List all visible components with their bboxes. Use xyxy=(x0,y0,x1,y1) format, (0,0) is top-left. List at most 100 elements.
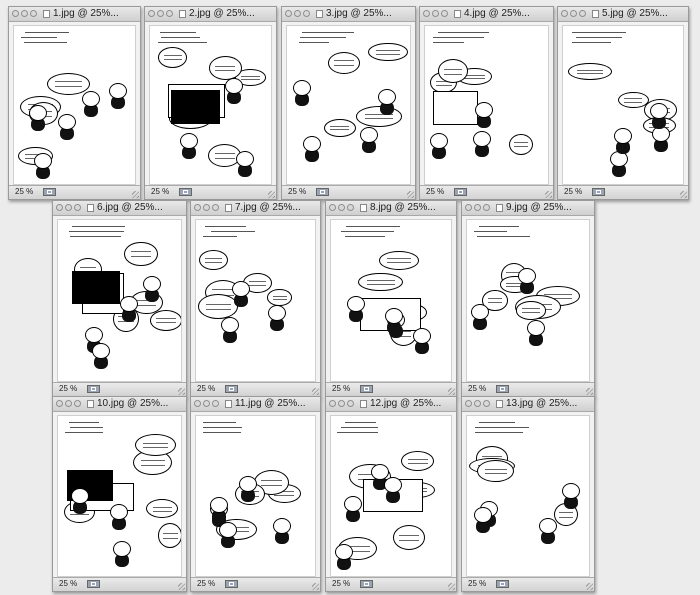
comic-page-10 xyxy=(57,415,182,577)
preview-window-9[interactable]: 9.jpg @ 25%... 25 % xyxy=(461,200,595,397)
close-icon[interactable] xyxy=(56,400,63,407)
close-icon[interactable] xyxy=(285,10,292,17)
zoom-icon[interactable] xyxy=(74,204,81,211)
close-icon[interactable] xyxy=(12,10,19,17)
resize-grip-icon[interactable] xyxy=(586,583,593,590)
speech-bubble xyxy=(356,106,402,127)
close-icon[interactable] xyxy=(148,10,155,17)
image-mode-icon[interactable] xyxy=(454,188,467,196)
preview-window-10[interactable]: 10.jpg @ 25%... 25 % xyxy=(52,396,187,592)
close-icon[interactable] xyxy=(561,10,568,17)
zoom-icon[interactable] xyxy=(166,10,173,17)
minimize-icon[interactable] xyxy=(432,10,439,17)
resize-grip-icon[interactable] xyxy=(268,191,275,198)
resize-grip-icon[interactable] xyxy=(178,583,185,590)
minimize-icon[interactable] xyxy=(338,204,345,211)
zoom-icon[interactable] xyxy=(74,400,81,407)
zoom-icon[interactable] xyxy=(303,10,310,17)
title-bar[interactable]: 10.jpg @ 25%... xyxy=(53,397,186,412)
preview-window-12[interactable]: 12.jpg @ 25%... 25 % xyxy=(325,396,457,592)
image-mode-icon[interactable] xyxy=(360,580,373,588)
speech-bubble xyxy=(149,310,181,331)
title-bar[interactable]: 9.jpg @ 25%... xyxy=(462,201,594,216)
preview-window-5[interactable]: 5.jpg @ 25%... 25 % xyxy=(557,6,689,200)
title-bar[interactable]: 7.jpg @ 25%... xyxy=(191,201,320,216)
minimize-icon[interactable] xyxy=(294,10,301,17)
minimize-icon[interactable] xyxy=(21,10,28,17)
zoom-icon[interactable] xyxy=(579,10,586,17)
resize-grip-icon[interactable] xyxy=(545,191,552,198)
minimize-icon[interactable] xyxy=(570,10,577,17)
image-mode-icon[interactable] xyxy=(316,188,329,196)
preview-window-1[interactable]: 1.jpg @ 25%... 25 % xyxy=(8,6,141,200)
image-mode-icon[interactable] xyxy=(87,580,100,588)
image-mode-icon[interactable] xyxy=(225,385,238,393)
preview-window-4[interactable]: 4.jpg @ 25%... 25 % xyxy=(419,6,554,200)
resize-grip-icon[interactable] xyxy=(132,191,139,198)
zoom-icon[interactable] xyxy=(347,204,354,211)
minimize-icon[interactable] xyxy=(65,400,72,407)
resize-grip-icon[interactable] xyxy=(448,583,455,590)
resize-grip-icon[interactable] xyxy=(312,388,319,395)
title-bar[interactable]: 4.jpg @ 25%... xyxy=(420,7,553,22)
title-bar[interactable]: 8.jpg @ 25%... xyxy=(326,201,456,216)
comic-page-6 xyxy=(57,219,182,382)
image-mode-icon[interactable] xyxy=(496,385,509,393)
title-bar[interactable]: 6.jpg @ 25%... xyxy=(53,201,186,216)
minimize-icon[interactable] xyxy=(474,400,481,407)
minimize-icon[interactable] xyxy=(65,204,72,211)
minimize-icon[interactable] xyxy=(203,204,210,211)
zoom-icon[interactable] xyxy=(483,400,490,407)
title-bar[interactable]: 2.jpg @ 25%... xyxy=(145,7,276,22)
resize-grip-icon[interactable] xyxy=(312,583,319,590)
title-bar[interactable]: 5.jpg @ 25%... xyxy=(558,7,688,22)
close-icon[interactable] xyxy=(465,400,472,407)
close-icon[interactable] xyxy=(194,400,201,407)
title-bar[interactable]: 11.jpg @ 25%... xyxy=(191,397,320,412)
title-bar[interactable]: 3.jpg @ 25%... xyxy=(282,7,415,22)
close-icon[interactable] xyxy=(329,400,336,407)
zoom-icon[interactable] xyxy=(347,400,354,407)
caption-line xyxy=(345,226,400,227)
minimize-icon[interactable] xyxy=(203,400,210,407)
close-icon[interactable] xyxy=(56,204,63,211)
title-bar[interactable]: 12.jpg @ 25%... xyxy=(326,397,456,412)
image-mode-icon[interactable] xyxy=(43,188,56,196)
comic-page-8 xyxy=(330,219,452,382)
minimize-icon[interactable] xyxy=(338,400,345,407)
speech-bubble xyxy=(515,301,547,320)
preview-window-6[interactable]: 6.jpg @ 25%... 25 % xyxy=(52,200,187,397)
resize-grip-icon[interactable] xyxy=(407,191,414,198)
zoom-icon[interactable] xyxy=(441,10,448,17)
preview-window-7[interactable]: 7.jpg @ 25%... 25 % xyxy=(190,200,321,397)
preview-window-11[interactable]: 11.jpg @ 25%... 25 % xyxy=(190,396,321,592)
resize-grip-icon[interactable] xyxy=(448,388,455,395)
zoom-icon[interactable] xyxy=(212,204,219,211)
image-mode-icon[interactable] xyxy=(179,188,192,196)
preview-window-8[interactable]: 8.jpg @ 25%... 25 % xyxy=(325,200,457,397)
preview-window-13[interactable]: 13.jpg @ 25%... 25 % xyxy=(461,396,595,592)
resize-grip-icon[interactable] xyxy=(586,388,593,395)
comic-page-1 xyxy=(13,25,136,185)
image-mode-icon[interactable] xyxy=(87,385,100,393)
image-mode-icon[interactable] xyxy=(496,580,509,588)
minimize-icon[interactable] xyxy=(474,204,481,211)
title-bar[interactable]: 1.jpg @ 25%... xyxy=(9,7,140,22)
title-bar[interactable]: 13.jpg @ 25%... xyxy=(462,397,594,412)
resize-grip-icon[interactable] xyxy=(680,191,687,198)
preview-window-2[interactable]: 2.jpg @ 25%... 25 % xyxy=(144,6,277,200)
resize-grip-icon[interactable] xyxy=(178,388,185,395)
image-mode-icon[interactable] xyxy=(592,188,605,196)
close-icon[interactable] xyxy=(423,10,430,17)
zoom-icon[interactable] xyxy=(483,204,490,211)
close-icon[interactable] xyxy=(465,204,472,211)
close-icon[interactable] xyxy=(194,204,201,211)
image-mode-icon[interactable] xyxy=(360,385,373,393)
close-icon[interactable] xyxy=(329,204,336,211)
preview-window-3[interactable]: 3.jpg @ 25%... 25 % xyxy=(281,6,416,200)
minimize-icon[interactable] xyxy=(157,10,164,17)
caption-line xyxy=(571,42,611,43)
zoom-icon[interactable] xyxy=(30,10,37,17)
zoom-icon[interactable] xyxy=(212,400,219,407)
image-mode-icon[interactable] xyxy=(225,580,238,588)
